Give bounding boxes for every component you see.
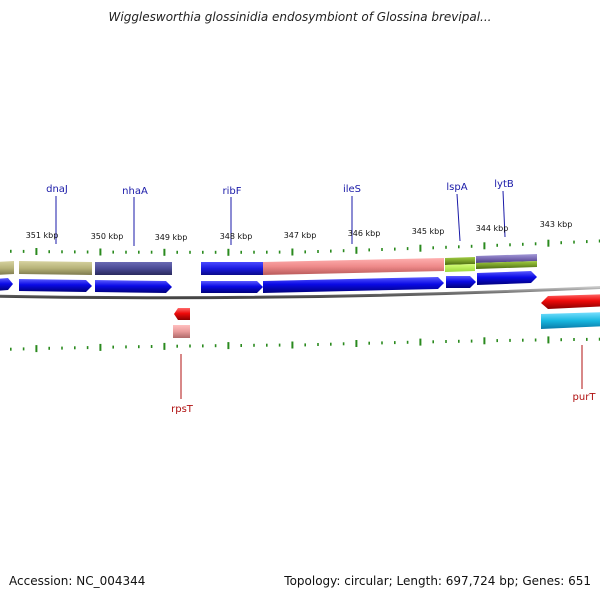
gene-arrow[interactable]: [19, 279, 92, 292]
cog-block: [476, 261, 537, 269]
kbp-label: 345 kbp: [412, 227, 445, 236]
genome-stats-text: Topology: circular; Length: 697,724 bp; …: [284, 574, 591, 588]
cog-block: [445, 257, 475, 265]
gene-arrow[interactable]: [541, 294, 600, 309]
gene-arrow[interactable]: [477, 271, 537, 285]
genome-backbone: [0, 285, 600, 300]
gene-arrow[interactable]: [446, 276, 476, 288]
leader-line: [502, 190, 506, 238]
gene-label-purt[interactable]: purT: [573, 392, 597, 403]
gene-labels: dnaJ nhaA ribF ileS lspA lytB rpsT purT: [46, 179, 596, 415]
cog-block: [19, 261, 92, 275]
cog-block: [95, 262, 172, 275]
upper-tick-track: [10, 239, 600, 256]
cog-block: [263, 258, 444, 275]
cog-block: [541, 312, 600, 329]
gene-arrow[interactable]: [174, 308, 190, 320]
leader-line: [456, 193, 461, 242]
scale-labels: 351 kbp 350 kbp 349 kbp 348 kbp 347 kbp …: [26, 220, 573, 242]
cog-track-reverse: [173, 312, 600, 338]
cog-block: [201, 262, 263, 275]
gene-label-lspa[interactable]: lspA: [446, 182, 467, 193]
cog-block: [173, 325, 190, 338]
gene-label-ribf[interactable]: ribF: [223, 186, 242, 197]
cog-block: [476, 254, 537, 263]
gene-label-dnaj[interactable]: dnaJ: [46, 184, 68, 195]
kbp-label: 350 kbp: [91, 232, 124, 241]
cog-track-forward: [0, 254, 537, 275]
gene-arrow[interactable]: [95, 280, 172, 293]
kbp-label: 344 kbp: [476, 224, 509, 233]
reverse-strand-genes: [174, 294, 600, 320]
kbp-label: 348 kbp: [220, 232, 253, 241]
cog-block: [445, 264, 475, 272]
gene-label-leaders: [55, 190, 583, 399]
forward-strand-genes: [0, 271, 537, 293]
kbp-label: 351 kbp: [26, 231, 59, 240]
map-title: Wigglesworthia glossinidia endosymbiont …: [108, 10, 492, 24]
kbp-label: 349 kbp: [155, 233, 188, 242]
kbp-label: 346 kbp: [348, 229, 381, 238]
kbp-label: 343 kbp: [540, 220, 573, 229]
gene-arrow[interactable]: [263, 277, 444, 293]
gene-arrow[interactable]: [0, 278, 13, 291]
gene-arrow[interactable]: [201, 281, 263, 293]
gene-label-rpst[interactable]: rpsT: [171, 404, 194, 415]
accession-text: Accession: NC_004344: [9, 574, 146, 588]
kbp-label: 347 kbp: [284, 231, 317, 240]
lower-tick-track: [10, 336, 600, 353]
gene-label-iles[interactable]: ileS: [343, 184, 361, 195]
gene-label-lytb[interactable]: lytB: [494, 179, 514, 190]
cog-block: [0, 261, 14, 275]
gene-label-nhaa[interactable]: nhaA: [122, 186, 148, 197]
